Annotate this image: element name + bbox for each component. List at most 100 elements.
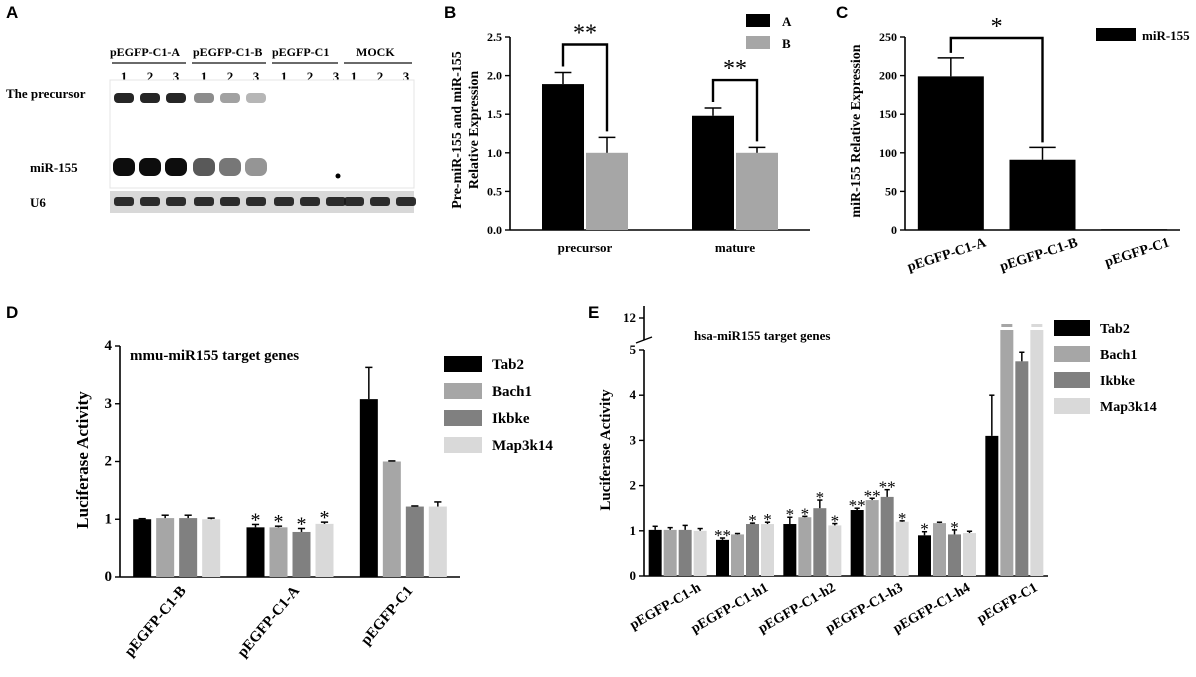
bar-overflow-top	[1031, 324, 1043, 327]
legend-swatch	[1054, 372, 1090, 388]
precursor-band	[166, 93, 186, 103]
blot-row-label-precursor: The precursor	[6, 86, 86, 101]
chart-d-title: mmu-miR155 target genes	[130, 348, 299, 364]
category-label: pEGFP-C1	[358, 583, 416, 648]
bar	[542, 84, 584, 230]
bar	[798, 517, 812, 576]
lane-number: 1	[351, 69, 358, 84]
legend-label: Map3k14	[1100, 400, 1157, 415]
bar	[1000, 330, 1014, 576]
legend-label: Bach1	[492, 384, 532, 400]
legend-swatch-b	[746, 36, 770, 49]
y-tick-label: 2	[630, 478, 637, 493]
y-tick-label: 0	[630, 568, 637, 583]
lane-number: 2	[147, 69, 154, 84]
legend-label: Tab2	[1100, 322, 1130, 337]
chart-e-title: hsa-miR155 target genes	[694, 328, 830, 343]
significance-star: *	[831, 512, 840, 531]
y-tick-label: 0.5	[487, 184, 502, 198]
y-tick-label: 50	[885, 184, 897, 198]
chart-c: miR-155 Relative Expression 0 50 100 150 200…	[849, 14, 1190, 275]
legend-swatch	[1054, 320, 1090, 336]
category-label: pEGFP-C1-A	[235, 583, 304, 660]
chart-d-ylabel: Luciferase Activity	[73, 391, 92, 529]
mir155-band	[113, 158, 135, 176]
u6-band	[166, 197, 186, 206]
bar	[292, 531, 311, 577]
u6-band	[300, 197, 320, 206]
precursor-band	[194, 93, 214, 103]
y-tick-label: 250	[879, 30, 897, 44]
legend-swatch	[444, 383, 482, 399]
category-label: mature	[715, 240, 755, 255]
significance-star: **	[849, 496, 866, 515]
lane-number: 3	[403, 69, 410, 84]
bar	[880, 496, 894, 576]
y-tick-label: 1.0	[487, 146, 502, 160]
y-tick-label: 3	[105, 396, 113, 412]
significance-star: *	[786, 505, 795, 524]
chart-c-plot: 0 50 100 150 200 250 pEGFP-C1-A pEGFP-C1-B pEGFP…	[879, 14, 1180, 275]
significance-star: *	[898, 509, 907, 528]
significance-star: **	[714, 526, 731, 545]
chart-e: hsa-miR155 target genes Luciferase Activ…	[598, 306, 1157, 637]
significance-star: *	[297, 513, 307, 535]
bar	[1015, 361, 1029, 576]
chart-d-legend: Tab2 Bach1 Ikbke Map3k14	[444, 356, 553, 454]
category-label: pEGFP-C1	[1103, 236, 1171, 271]
panel-letter-a: A	[6, 3, 18, 22]
bar	[586, 152, 628, 230]
lane-number: 3	[333, 69, 340, 84]
bar	[895, 521, 909, 576]
y-tick-label: 3	[630, 432, 637, 447]
precursor-band	[114, 93, 134, 103]
significance-bracket	[711, 78, 759, 142]
mir155-band	[193, 158, 215, 176]
bar	[663, 529, 677, 576]
mir155-band	[219, 158, 241, 176]
legend-label: Ikbke	[492, 411, 530, 427]
y-tick-label: 2.0	[487, 69, 502, 83]
u6-band	[396, 197, 416, 206]
lane-number: 1	[281, 69, 288, 84]
legend-label: Map3k14	[492, 438, 553, 454]
significance-star: *	[763, 510, 772, 529]
u6-band	[326, 197, 346, 206]
category-label: pEGFP-C1-B	[998, 236, 1080, 275]
bar	[746, 524, 759, 576]
bar	[692, 115, 734, 230]
bar-overflow-top	[1001, 324, 1013, 327]
blot-group-label: pEGFP-C1-B	[193, 45, 262, 59]
bar	[850, 510, 864, 576]
significance-bracket	[949, 36, 1044, 143]
bar	[382, 461, 401, 577]
legend-label-b: B	[782, 36, 791, 51]
bar	[985, 435, 999, 576]
bar	[405, 506, 424, 577]
u6-band	[220, 197, 240, 206]
bar	[813, 508, 827, 576]
y-tick-label: 200	[879, 69, 897, 83]
lane-number: 2	[307, 69, 314, 84]
bar	[693, 530, 707, 576]
chart-b-ylabel: Pre-miR-155 and miR-155 Relative Expressi…	[450, 51, 482, 209]
y-tick-label: 100	[879, 146, 897, 160]
chart-c-ylabel: miR-155 Relative Expression	[849, 44, 864, 217]
y-tick-label: 0	[105, 569, 113, 585]
significance-label: *	[991, 14, 1003, 40]
category-label: precursor	[558, 240, 613, 255]
legend-label-mir155: miR-155	[1142, 28, 1190, 43]
lane-number: 2	[377, 69, 384, 84]
y-tick-label: 2.5	[487, 30, 502, 44]
u6-band	[370, 197, 390, 206]
significance-star: *	[920, 520, 929, 539]
panel-letter-b: B	[444, 3, 456, 22]
legend-swatch-a	[746, 14, 770, 27]
y-tick-label: 5	[630, 342, 637, 357]
panel-letter-e: E	[588, 303, 599, 322]
bar	[918, 535, 931, 576]
y-tick-label: 2	[105, 454, 113, 470]
bar	[1009, 159, 1076, 230]
